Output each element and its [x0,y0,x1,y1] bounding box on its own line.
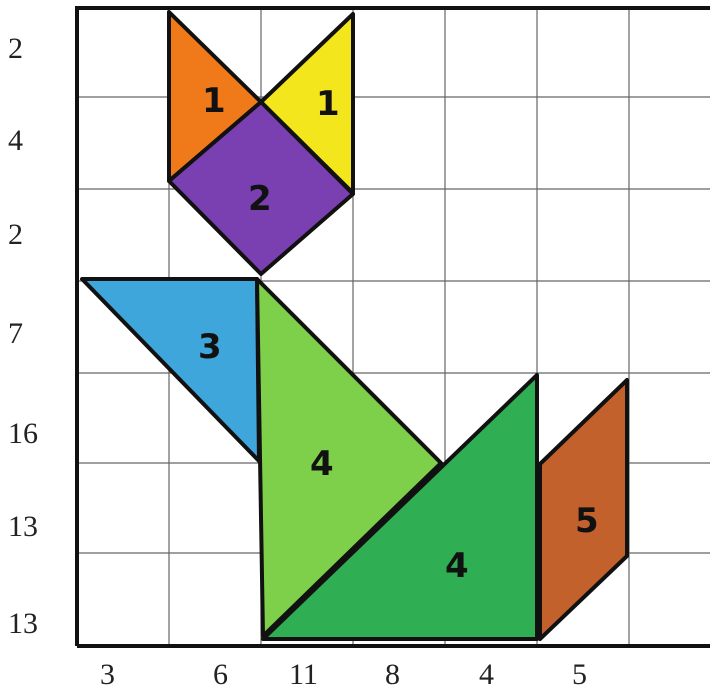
column-labels: 3 6 11 8 4 5 [100,658,587,691]
row-label: 7 [8,317,23,350]
brown-parallelogram-piece [538,378,629,641]
row-label: 13 [8,510,38,543]
column-label: 11 [289,658,318,691]
light-green-triangle-piece [255,277,443,638]
row-label: 13 [8,607,38,640]
row-label: 2 [8,218,23,251]
blue-triangle-piece [80,277,261,463]
blue-piece-label: 3 [198,327,222,367]
row-label: 16 [8,417,38,450]
light-green-piece-label: 4 [310,444,334,484]
purple-piece-label: 2 [248,179,272,219]
column-label: 3 [100,658,115,691]
row-label: 2 [8,32,23,65]
row-label: 4 [8,124,23,157]
column-label: 4 [479,658,494,691]
grid-border [75,6,710,648]
column-label: 5 [572,658,587,691]
dark-green-triangle-piece [261,373,539,641]
dark-green-piece-label: 4 [445,546,469,586]
purple-square-piece [167,100,355,276]
row-labels: 2 4 2 7 16 13 13 [8,32,38,640]
column-label: 6 [213,658,228,691]
yellow-piece-label: 1 [316,84,340,124]
column-label: 8 [385,658,400,691]
brown-piece-label: 5 [575,501,599,541]
orange-piece-label: 1 [202,81,226,121]
